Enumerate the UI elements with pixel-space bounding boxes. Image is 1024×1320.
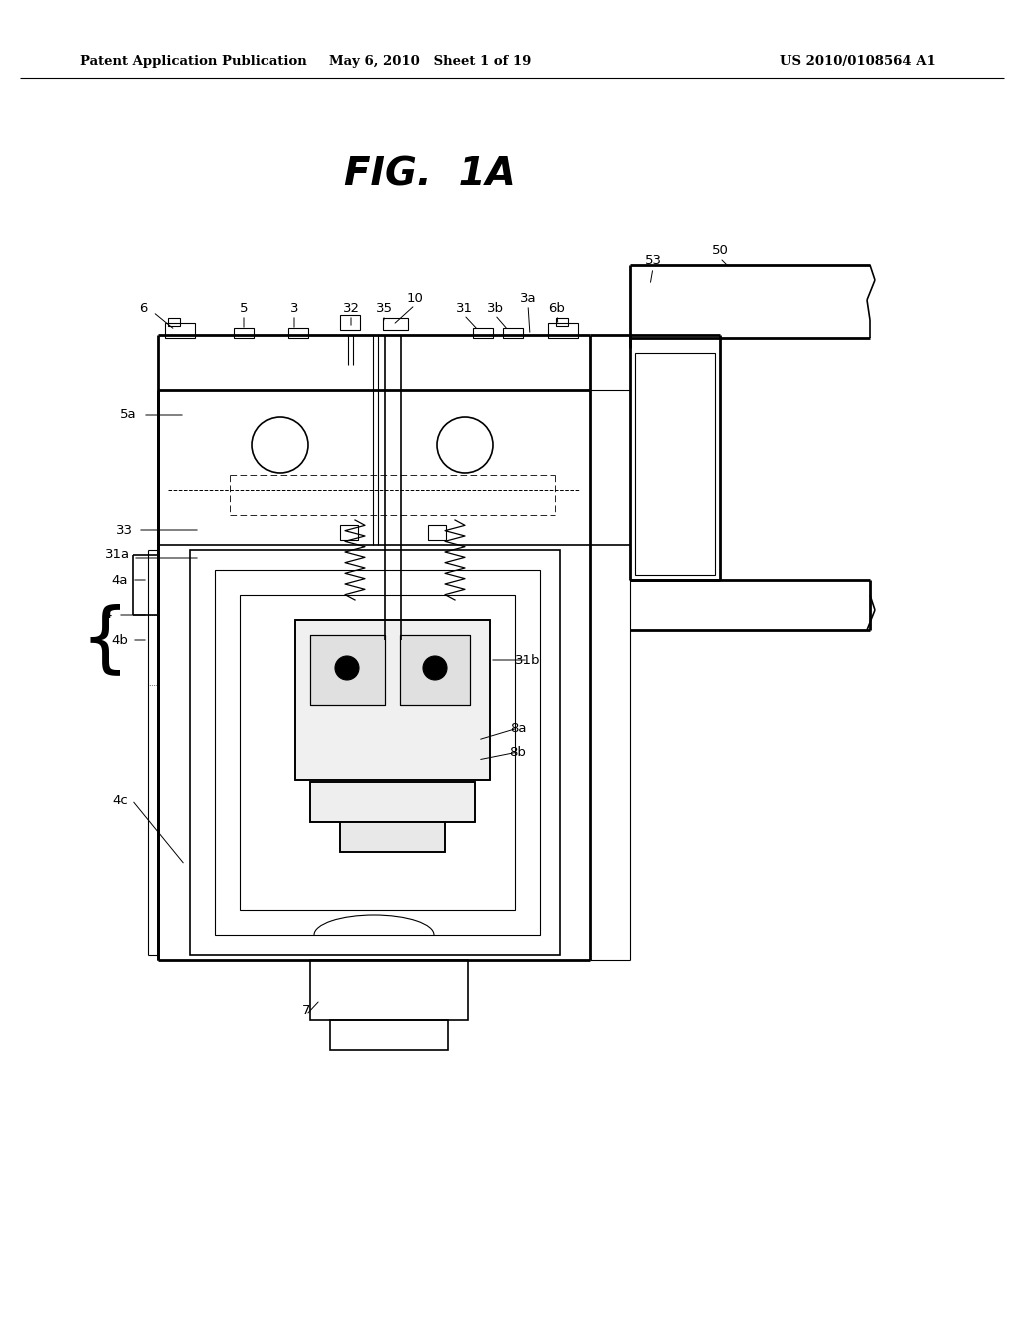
Bar	[400, 635, 470, 705]
Text: 3: 3	[290, 301, 298, 314]
Text: 4a: 4a	[112, 573, 128, 586]
Text: FIG.  1A: FIG. 1A	[344, 156, 516, 194]
Text: 35: 35	[376, 301, 392, 314]
Text: 50: 50	[712, 243, 728, 256]
Bar	[473, 327, 493, 338]
Text: 3b: 3b	[486, 301, 504, 314]
Text: 7: 7	[302, 1003, 310, 1016]
Text: US 2010/0108564 A1: US 2010/0108564 A1	[780, 55, 936, 69]
Bar	[288, 327, 308, 338]
Bar	[548, 323, 578, 338]
Bar	[340, 525, 358, 540]
Bar	[310, 635, 385, 705]
Text: 5: 5	[240, 301, 248, 314]
Bar	[310, 781, 475, 822]
Bar	[240, 595, 515, 909]
Text: 8b: 8b	[510, 746, 526, 759]
Bar	[340, 822, 445, 851]
Bar	[295, 620, 490, 780]
Bar	[330, 1020, 449, 1049]
Text: 31b: 31b	[515, 653, 541, 667]
Text: 4: 4	[103, 609, 113, 622]
Text: 3a: 3a	[520, 292, 537, 305]
Bar	[340, 315, 360, 330]
Text: May 6, 2010   Sheet 1 of 19: May 6, 2010 Sheet 1 of 19	[329, 55, 531, 69]
Bar	[190, 550, 560, 954]
Text: 5a: 5a	[120, 408, 136, 421]
Bar	[310, 960, 468, 1020]
Bar	[503, 327, 523, 338]
Text: Patent Application Publication: Patent Application Publication	[80, 55, 307, 69]
Bar	[168, 318, 180, 326]
Bar	[635, 352, 715, 576]
Text: 4c: 4c	[112, 793, 128, 807]
Text: 4b: 4b	[112, 634, 128, 647]
Bar	[165, 323, 195, 338]
Bar	[215, 570, 540, 935]
Text: 31a: 31a	[105, 549, 131, 561]
Circle shape	[423, 656, 447, 680]
Circle shape	[335, 656, 359, 680]
Text: {: {	[81, 603, 129, 677]
Bar	[400, 635, 470, 705]
Bar	[295, 620, 490, 780]
Text: 31: 31	[456, 301, 472, 314]
Bar	[383, 318, 408, 330]
Bar	[310, 781, 475, 822]
Text: 6: 6	[139, 301, 147, 314]
Bar	[556, 318, 568, 326]
Bar	[428, 525, 446, 540]
Text: 8a: 8a	[510, 722, 526, 734]
Text: 10: 10	[407, 292, 424, 305]
Text: 32: 32	[342, 301, 359, 314]
Text: 53: 53	[644, 253, 662, 267]
Bar	[234, 327, 254, 338]
Text: 6b: 6b	[549, 301, 565, 314]
Bar	[310, 635, 385, 705]
Bar	[340, 822, 445, 851]
Text: 33: 33	[116, 524, 132, 536]
